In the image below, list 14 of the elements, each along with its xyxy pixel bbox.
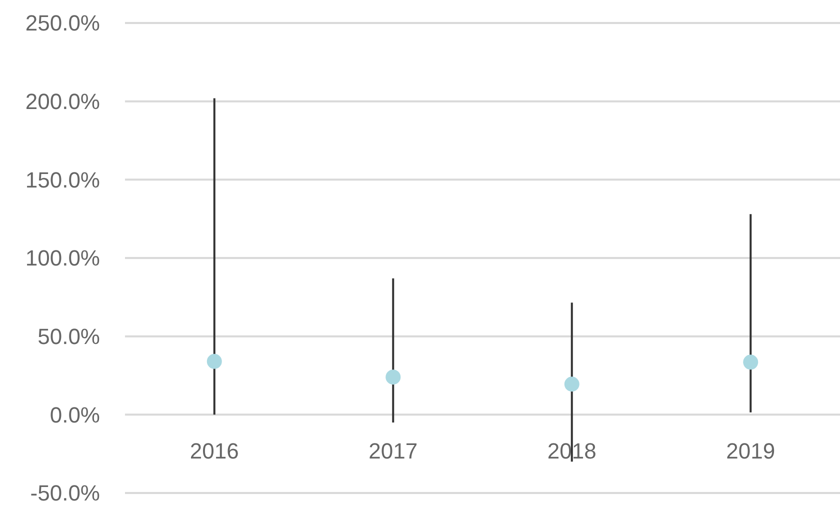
y-tick-label: 100.0% bbox=[25, 246, 100, 271]
x-tick-label: 2016 bbox=[190, 438, 239, 464]
y-tick-label: 200.0% bbox=[25, 89, 100, 114]
y-tick-label: 250.0% bbox=[25, 10, 100, 36]
y-tick-label: 0.0% bbox=[50, 402, 100, 428]
x-tick-label: 2019 bbox=[726, 438, 776, 464]
y-tick-label: 50.0% bbox=[38, 324, 100, 350]
point bbox=[564, 376, 580, 392]
point bbox=[386, 370, 401, 385]
y-tick-label: 150.0% bbox=[25, 167, 100, 192]
x-tick-label: 2017 bbox=[368, 438, 418, 464]
point bbox=[743, 354, 758, 370]
y-tick-label: -50.0% bbox=[30, 480, 100, 506]
point bbox=[206, 354, 222, 369]
